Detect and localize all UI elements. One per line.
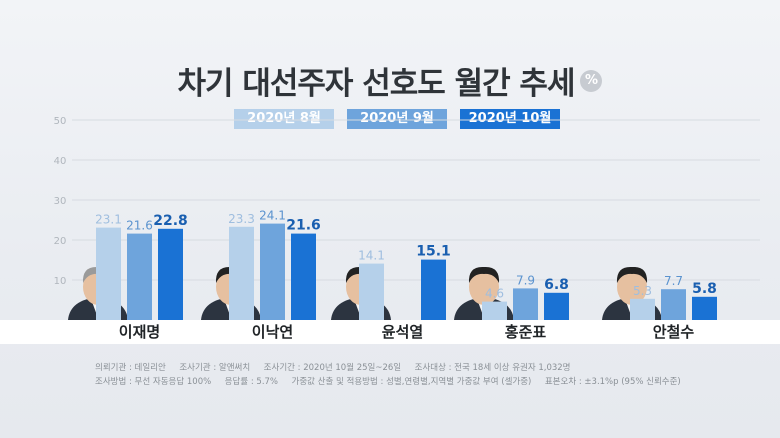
candidate-name: 윤석열 (381, 323, 424, 341)
bar-value-label: 7.7 (664, 274, 683, 288)
bar-value-label: 22.8 (153, 213, 188, 229)
y-tick-label: 50 (54, 116, 67, 127)
bar (661, 289, 686, 320)
y-tick-label: 10 (54, 276, 67, 287)
bar (158, 228, 183, 320)
candidate-name: 홍준표 (504, 323, 547, 341)
bar (127, 233, 152, 320)
bar-value-label: 7.9 (516, 273, 535, 287)
bar (229, 226, 254, 320)
chart-title: 차기 대선주자 선호도 월간 추세 (177, 66, 576, 102)
bar (291, 233, 316, 320)
bar (692, 296, 717, 320)
bar-value-label: 15.1 (416, 244, 451, 260)
bar (630, 298, 655, 320)
footnote-line-2: 조사방법 : 무선 자동응답 100% 응답률 : 5.7% 가중값 산출 및 … (95, 377, 681, 387)
candidate-name: 이재명 (118, 323, 161, 341)
legend-aug: 2020년 8월 (234, 109, 334, 129)
bar (260, 223, 285, 320)
bar (482, 301, 507, 320)
bar (513, 288, 538, 320)
bar-value-label: 23.1 (95, 213, 122, 227)
bar-value-label: 4.6 (485, 287, 504, 301)
bar (359, 263, 384, 320)
bar (96, 227, 121, 320)
bar-value-label: 5.8 (692, 281, 717, 297)
candidate-name: 안철수 (652, 323, 695, 341)
legend-oct: 2020년 10월 (460, 109, 560, 129)
y-tick-label: 40 (54, 156, 67, 167)
footnote-line-1: 의뢰기관 : 데일리안 조사기관 : 알앤써치 조사기간 : 2020년 10월… (95, 363, 571, 373)
bar-value-label: 23.3 (228, 212, 255, 226)
bar-value-label: 14.1 (358, 249, 385, 263)
legend: 2020년 8월 2020년 9월 2020년 10월 (234, 109, 560, 129)
legend-sep: 2020년 9월 (347, 109, 447, 129)
bar-value-label: 21.6 (286, 218, 321, 234)
chart-title-wrap: 차기 대선주자 선호도 월간 추세% (0, 58, 780, 103)
bar (544, 292, 569, 320)
bar-value-label: 5.3 (633, 284, 652, 298)
y-tick-label: 20 (54, 236, 67, 247)
bar-value-label: 24.1 (259, 209, 286, 223)
unit-badge: % (580, 69, 603, 92)
bar-value-label: 6.8 (544, 277, 569, 293)
y-tick-label: 30 (54, 196, 67, 207)
bar-value-label: 21.6 (126, 219, 153, 233)
bar (421, 259, 446, 320)
name-band (0, 320, 780, 344)
candidate-name: 이낙연 (251, 323, 294, 341)
